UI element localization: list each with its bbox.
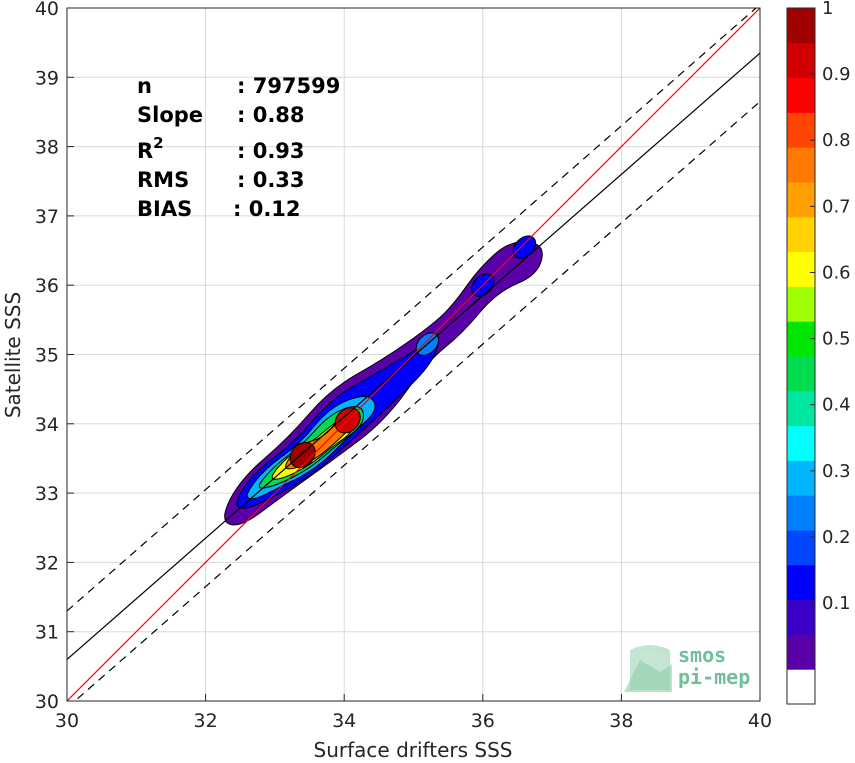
colorbar-segment (787, 216, 815, 253)
x-tick-label: 40 (748, 710, 772, 732)
colorbar-tick-label: 1 (822, 0, 833, 19)
x-tick-label: 38 (609, 710, 633, 732)
colorbar-segment (787, 495, 815, 531)
y-tick-label: 38 (35, 137, 59, 159)
colorbar-tick-label: 0.2 (822, 527, 851, 548)
stat-label-bias: BIAS (137, 197, 192, 221)
colorbar-segment (787, 182, 815, 218)
colorbar-segment (787, 77, 815, 113)
stat-value-slope: : 0.88 (237, 103, 305, 127)
stat-value-rms: : 0.33 (237, 168, 305, 192)
stat-label-rms: RMS (137, 168, 189, 192)
y-axis-label: Satellite SSS (1, 292, 25, 418)
colorbar-tick-label: 0.4 (822, 395, 851, 416)
stat-value-bias: : 0.12 (233, 197, 301, 221)
y-tick-label: 31 (35, 622, 59, 644)
colorbar-ticks: 0.1 0.2 0.3 0.4 0.5 0.6 0.7 0.8 0.9 1 (810, 0, 851, 614)
y-tick-label: 39 (35, 67, 59, 89)
y-tick-label: 34 (35, 414, 59, 436)
colorbar-segment (787, 251, 815, 287)
y-tick-label: 33 (35, 483, 59, 505)
colorbar-segment (787, 147, 815, 183)
colorbar-segment (787, 634, 815, 670)
identity-line (67, 8, 760, 701)
smos-pimep-logo: smos pi-mep (624, 643, 750, 692)
colorbar-tick-label: 0.8 (822, 130, 851, 151)
colorbar-segment (787, 8, 815, 44)
grid-lines (66, 7, 761, 702)
colorbar-segment (787, 390, 815, 427)
colorbar-segment (787, 669, 815, 705)
colorbar-segment (787, 42, 815, 79)
logo-line1: smos (678, 643, 726, 667)
stat-label-n: n (137, 74, 152, 98)
reference-lines (67, 8, 760, 701)
stat-value-n: : 797599 (237, 74, 340, 98)
y-axis-ticks: 30 31 32 33 34 35 36 37 38 39 40 (35, 0, 74, 713)
colorbar-tick-label: 0.7 (822, 196, 851, 217)
colorbar-tick-label: 0.9 (822, 64, 851, 85)
colorbar-frame (786, 7, 816, 705)
colorbar-segment (787, 286, 815, 322)
y-tick-label: 35 (35, 345, 59, 367)
y-tick-label: 32 (35, 552, 59, 574)
y-tick-label: 30 (35, 691, 59, 713)
colorbar-segment (787, 112, 815, 148)
x-tick-label: 36 (471, 710, 495, 732)
y-tick-label: 37 (35, 206, 59, 228)
colorbar-segment (787, 530, 815, 566)
colorbar-segment (787, 425, 815, 461)
x-axis-label: Surface drifters SSS (314, 738, 513, 762)
x-tick-label: 32 (194, 710, 218, 732)
colorbar-segment (787, 599, 815, 635)
x-axis-ticks: 30 32 34 36 38 40 (55, 694, 772, 732)
colorbar-tick-label: 0.3 (822, 461, 851, 482)
stat-label-sup: 2 (153, 134, 163, 152)
stat-label-slope: Slope (137, 103, 203, 127)
colorbar-tick-label: 0.1 (822, 593, 851, 614)
x-tick-label: 34 (332, 710, 356, 732)
y-tick-label: 36 (35, 275, 59, 297)
colorbar-segment (787, 356, 815, 392)
regression-line (67, 52, 760, 660)
colorbar-tick-label: 0.5 (822, 329, 851, 350)
colorbar-segment (787, 460, 815, 496)
logo-line2: pi-mep (678, 665, 750, 689)
stat-value-r: : 0.93 (237, 139, 305, 163)
x-tick-label: 30 (55, 710, 79, 732)
colorbar (786, 7, 816, 705)
logo-graphic-icon (624, 645, 672, 692)
colorbar-tick-label: 0.6 (822, 262, 851, 283)
colorbar-segment (787, 564, 815, 601)
y-tick-label: 40 (35, 0, 59, 20)
